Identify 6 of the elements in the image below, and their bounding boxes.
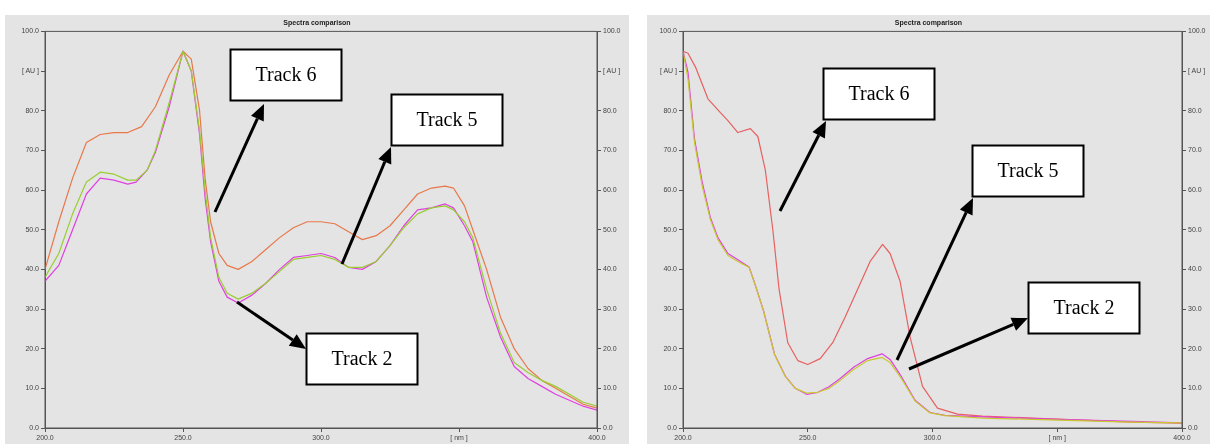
annotation: Track 5 bbox=[997, 159, 1059, 182]
annotation: Track 2 bbox=[1053, 296, 1115, 319]
annotation: Track 6 bbox=[255, 63, 317, 86]
annotation: Track 2 bbox=[331, 347, 393, 370]
annotation: Track 5 bbox=[416, 108, 478, 131]
annotation: Track 6 bbox=[848, 82, 910, 105]
